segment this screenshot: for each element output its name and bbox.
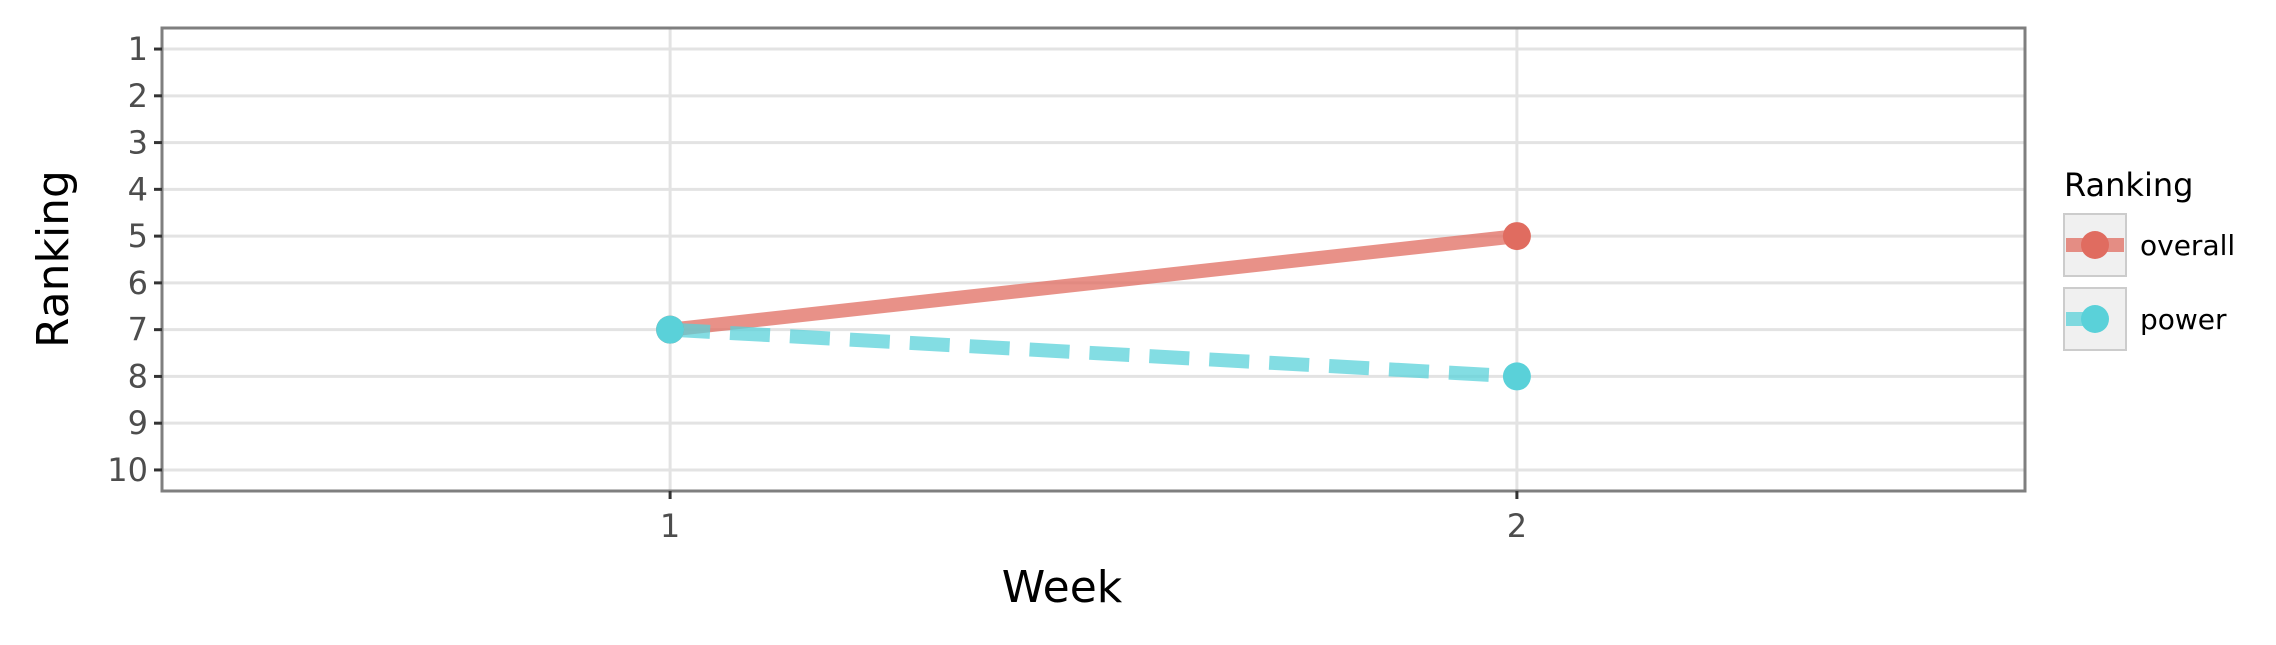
y-tick-label: 8 bbox=[128, 357, 148, 395]
series-points bbox=[656, 222, 1531, 391]
y-axis-label: Ranking bbox=[28, 170, 79, 348]
legend-label: overall bbox=[2140, 229, 2235, 262]
x-tick-label: 1 bbox=[660, 507, 680, 545]
series-line-overall bbox=[669, 229, 1518, 337]
gridlines bbox=[162, 28, 2025, 491]
legend-items: overall power bbox=[2063, 213, 2235, 351]
plot-area-border bbox=[160, 26, 2027, 493]
x-tick-label: 2 bbox=[1507, 507, 1527, 545]
y-tick-label: 7 bbox=[128, 311, 148, 349]
y-tick-label: 5 bbox=[128, 217, 148, 255]
legend-key-point bbox=[2081, 231, 2109, 259]
legend-label: power bbox=[2140, 303, 2227, 336]
legend-item-power: power bbox=[2063, 287, 2227, 351]
y-tick-label: 10 bbox=[107, 451, 148, 489]
legend: Ranking overall power bbox=[2063, 166, 2235, 351]
y-tick-label: 9 bbox=[128, 404, 148, 442]
y-tick-label: 4 bbox=[128, 170, 148, 208]
data-point-overall bbox=[1502, 222, 1531, 251]
legend-item-overall: overall bbox=[2063, 213, 2235, 277]
legend-key-point bbox=[2081, 305, 2109, 333]
series-lines bbox=[669, 229, 1518, 384]
data-point-power bbox=[1502, 362, 1531, 391]
x-axis-label: Week bbox=[1002, 562, 1123, 613]
y-tick-label: 6 bbox=[128, 264, 148, 302]
y-tick-label: 1 bbox=[128, 30, 148, 68]
y-axis-ticks: 1 2 3 4 5 6 7 8 9 10 bbox=[107, 30, 162, 489]
y-tick-label: 3 bbox=[128, 124, 148, 162]
data-point-power bbox=[656, 315, 685, 344]
legend-title: Ranking bbox=[2064, 166, 2193, 204]
y-tick-label: 2 bbox=[128, 77, 148, 115]
series-line-power bbox=[669, 322, 1518, 384]
